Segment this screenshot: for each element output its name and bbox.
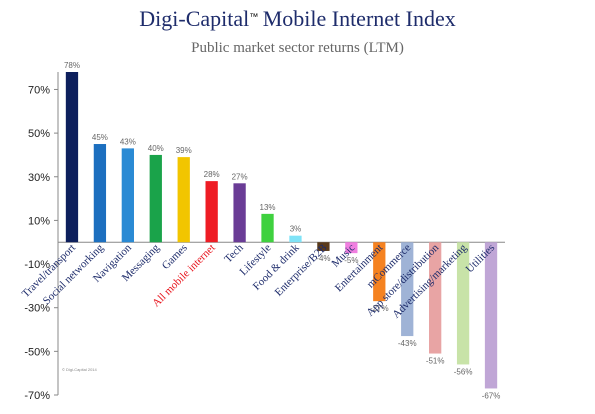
bar — [401, 242, 414, 337]
bar — [121, 148, 134, 243]
bar — [233, 183, 246, 243]
bar — [456, 242, 470, 365]
data-label: 27% — [232, 172, 248, 181]
y-tick-label: -30% — [24, 303, 50, 315]
chart-title: Digi-Capital™ Mobile Internet Index — [0, 6, 595, 32]
y-tick-label: 50% — [28, 128, 50, 140]
data-label: -51% — [426, 357, 445, 366]
y-tick-label: 10% — [28, 215, 50, 227]
data-labels-group: 78% 45% 43% 40% 39% 28% 27% 13% 3% -4% -5% -27% -43%… — [64, 61, 500, 400]
data-label: 13% — [260, 203, 276, 212]
bar — [149, 154, 162, 243]
category-label: Tech — [222, 242, 246, 266]
bar — [373, 242, 386, 302]
title-trademark: ™ — [249, 11, 259, 22]
chart-subtitle: Public market sector returns (LTM) — [191, 40, 404, 56]
data-label: 3% — [290, 225, 302, 234]
data-label: 45% — [92, 133, 108, 142]
data-label: 78% — [64, 61, 80, 70]
data-label: -43% — [398, 339, 417, 348]
title-text: Mobile Internet Index — [262, 6, 456, 31]
data-label: -5% — [344, 256, 358, 265]
y-tick-label: -50% — [24, 346, 50, 358]
data-label: 43% — [120, 137, 136, 146]
bar — [484, 242, 498, 389]
bar — [65, 72, 79, 243]
bar — [261, 213, 274, 243]
data-label: -56% — [454, 367, 473, 376]
bar — [289, 235, 302, 243]
data-label: -67% — [482, 391, 501, 400]
bars-group — [65, 72, 498, 389]
y-tick-label: -10% — [24, 259, 50, 271]
bar — [429, 242, 442, 354]
data-label: -27% — [370, 304, 389, 313]
bar — [345, 242, 358, 254]
bar — [205, 181, 218, 243]
data-label: 28% — [204, 170, 220, 179]
y-tick-label: -70% — [24, 390, 50, 402]
y-tick-label: 70% — [28, 84, 50, 96]
copyright-note: © Digi-Capital 2014 — [62, 367, 98, 372]
chart-axes: -70% -50% -30% -10% 10% 30% 50% 70% — [24, 72, 505, 402]
data-label: 39% — [176, 146, 192, 155]
title-brand: Digi-Capital — [139, 6, 250, 31]
bar — [177, 157, 190, 243]
data-label: 40% — [148, 144, 164, 153]
data-label: -4% — [316, 254, 330, 263]
bar — [93, 144, 107, 243]
bar — [317, 242, 330, 251]
y-tick-label: 30% — [28, 172, 50, 184]
